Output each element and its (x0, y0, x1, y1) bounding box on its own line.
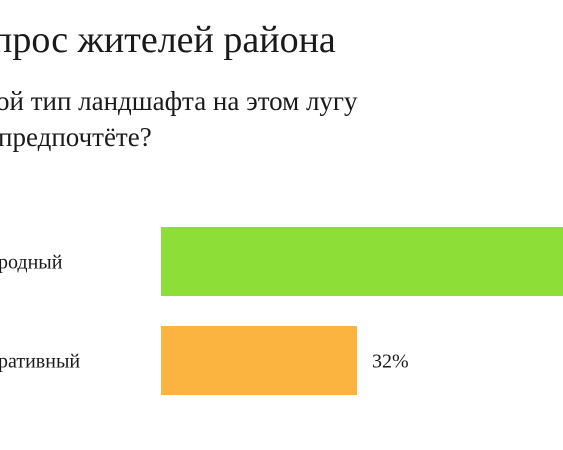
bar (161, 227, 563, 296)
question-line: предпочтёте? (0, 122, 152, 152)
option-label: родный (0, 252, 63, 274)
poll-title: прос жителей района (0, 19, 336, 61)
bar (161, 326, 357, 395)
value-label: 32% (372, 351, 409, 373)
question-line: ой тип ландшафта на этом лугу (0, 86, 358, 116)
option-label: ративный (0, 351, 80, 373)
